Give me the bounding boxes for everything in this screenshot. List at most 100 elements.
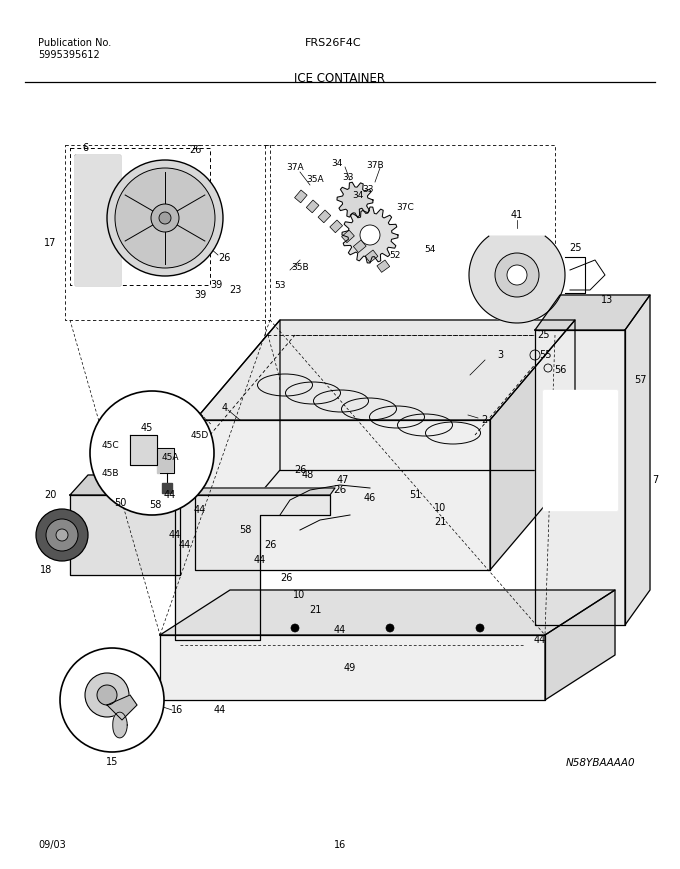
Text: 57: 57	[634, 375, 646, 385]
Text: 26: 26	[189, 145, 201, 155]
Text: 21: 21	[434, 517, 446, 527]
Bar	[306, 200, 319, 213]
Polygon shape	[543, 390, 617, 510]
Circle shape	[151, 204, 179, 232]
Circle shape	[476, 624, 484, 632]
Polygon shape	[70, 475, 198, 495]
Text: 45C: 45C	[101, 441, 119, 449]
Text: 44: 44	[334, 625, 346, 635]
Bar	[365, 250, 378, 262]
Polygon shape	[107, 695, 137, 720]
Text: 44: 44	[254, 555, 266, 565]
Circle shape	[495, 253, 539, 297]
Text: 46: 46	[364, 493, 376, 503]
Circle shape	[291, 624, 299, 632]
Text: 26: 26	[294, 465, 306, 475]
Polygon shape	[195, 420, 490, 570]
Bar	[318, 210, 330, 222]
Bar	[341, 230, 354, 242]
Text: 16: 16	[334, 840, 346, 850]
Polygon shape	[545, 590, 615, 700]
Polygon shape	[70, 495, 180, 575]
Text: 18: 18	[40, 565, 52, 575]
Text: 35A: 35A	[306, 176, 324, 184]
Text: 26: 26	[218, 253, 231, 263]
Text: 2: 2	[481, 415, 487, 425]
Text: 17: 17	[44, 238, 56, 248]
Text: 5995395612: 5995395612	[38, 50, 100, 60]
Text: 54: 54	[424, 246, 436, 255]
Text: 35B: 35B	[291, 263, 309, 273]
Text: 37A: 37A	[286, 163, 304, 173]
Polygon shape	[113, 712, 127, 738]
Polygon shape	[490, 320, 575, 570]
Bar	[354, 240, 366, 253]
Text: 45B: 45B	[101, 468, 119, 477]
Text: 44: 44	[164, 490, 176, 500]
Polygon shape	[75, 155, 120, 285]
Polygon shape	[162, 483, 172, 493]
Text: 45: 45	[141, 423, 153, 433]
Text: 25: 25	[537, 330, 549, 340]
Text: 44: 44	[534, 635, 546, 645]
Circle shape	[115, 168, 215, 268]
Text: 51: 51	[409, 490, 421, 500]
Circle shape	[46, 519, 78, 551]
Text: 58: 58	[149, 500, 161, 510]
Text: 37C: 37C	[396, 203, 414, 213]
Text: 53: 53	[274, 281, 286, 289]
Text: ICE CONTAINER: ICE CONTAINER	[294, 72, 386, 85]
Text: 7: 7	[652, 475, 658, 485]
Text: 25: 25	[568, 243, 581, 253]
Circle shape	[90, 391, 214, 515]
Bar	[330, 220, 343, 233]
Text: 15: 15	[106, 757, 118, 767]
Text: 26: 26	[264, 540, 276, 550]
Polygon shape	[625, 295, 650, 625]
Text: 52: 52	[390, 250, 401, 260]
Polygon shape	[157, 448, 174, 473]
Text: 09/03: 09/03	[38, 840, 66, 850]
Bar	[377, 260, 390, 272]
Text: 48: 48	[302, 470, 314, 480]
Text: 16: 16	[171, 705, 183, 715]
Text: 56: 56	[554, 365, 566, 375]
Text: 39: 39	[210, 280, 222, 290]
Text: Publication No.: Publication No.	[38, 38, 112, 48]
Polygon shape	[160, 635, 545, 700]
Text: 44: 44	[194, 505, 206, 515]
Text: 44: 44	[179, 540, 191, 550]
Text: 47: 47	[337, 475, 350, 485]
Bar	[294, 190, 307, 202]
Text: FRS26F4C: FRS26F4C	[305, 38, 362, 48]
Polygon shape	[337, 182, 373, 218]
Text: 23: 23	[228, 285, 241, 295]
Text: 55: 55	[539, 350, 551, 360]
Polygon shape	[195, 320, 575, 420]
Text: N58YBAAAA0: N58YBAAAA0	[565, 758, 635, 768]
Text: 6: 6	[82, 143, 88, 153]
Text: 58: 58	[239, 525, 251, 535]
Text: 34: 34	[352, 190, 364, 200]
Circle shape	[97, 685, 117, 705]
Text: 33: 33	[362, 185, 374, 195]
Text: 4: 4	[222, 403, 228, 413]
Text: 45D: 45D	[191, 430, 209, 440]
Text: 49: 49	[344, 663, 356, 673]
Polygon shape	[342, 207, 398, 263]
Text: 39: 39	[194, 290, 206, 300]
Text: 3: 3	[497, 350, 503, 360]
Circle shape	[159, 212, 171, 224]
Text: 21: 21	[309, 605, 321, 615]
Polygon shape	[160, 590, 615, 635]
Polygon shape	[175, 488, 335, 495]
Text: 13: 13	[601, 295, 613, 305]
Polygon shape	[130, 435, 157, 465]
Text: 10: 10	[293, 590, 305, 600]
Text: 26: 26	[279, 573, 292, 583]
Circle shape	[107, 160, 223, 276]
Text: 37B: 37B	[367, 161, 384, 169]
Text: 26: 26	[333, 485, 347, 495]
Text: 50: 50	[114, 498, 126, 508]
Circle shape	[360, 225, 380, 245]
